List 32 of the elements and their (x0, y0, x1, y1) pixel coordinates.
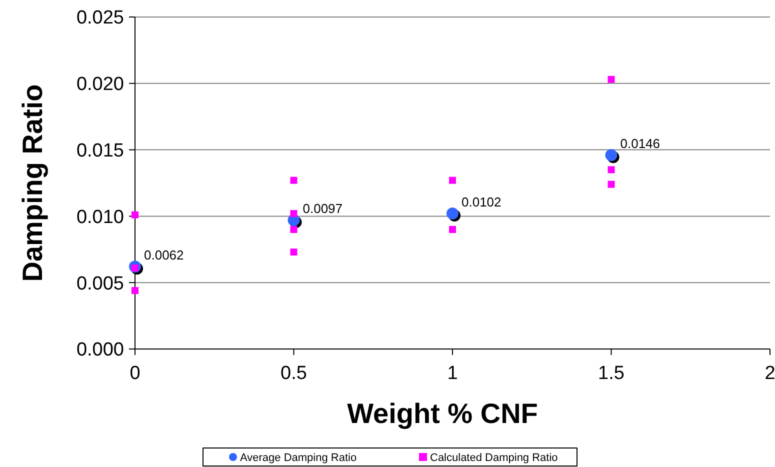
legend-label: Average Damping Ratio (240, 452, 357, 464)
point (290, 210, 298, 218)
data-label: 0.0062 (144, 248, 184, 263)
y-tick-label: 0.010 (76, 206, 124, 228)
y-tick-label: 0.005 (76, 273, 124, 294)
x-axis-title: Weight % CNF (347, 398, 538, 429)
y-tick-label: 0.020 (76, 74, 124, 96)
point (608, 166, 615, 174)
legend-label: Calculated Damping Ratio (430, 452, 558, 464)
point (449, 176, 456, 184)
point (449, 226, 456, 233)
y-tick-label: 0.000 (76, 340, 124, 361)
point (608, 180, 615, 188)
data-label: 0.0146 (620, 136, 660, 152)
y-tick-label: 0.025 (76, 8, 124, 29)
x-tick-label: 0 (130, 363, 140, 384)
point (446, 208, 458, 220)
point (608, 76, 615, 83)
x-tick-label: 0.5 (280, 363, 307, 384)
point (290, 226, 298, 233)
point (132, 287, 138, 294)
y-tick-label: 0.015 (76, 140, 124, 162)
point (132, 211, 138, 218)
x-tick-label: 2 (764, 363, 775, 384)
point (290, 176, 298, 184)
point (290, 248, 298, 256)
y-axis-title: Damping Ratio (17, 84, 48, 282)
x-tick-label: 1.5 (598, 363, 624, 384)
point (605, 149, 618, 162)
x-tick-label: 1 (447, 363, 458, 384)
data-label: 0.0097 (302, 201, 343, 216)
data-label: 0.0102 (462, 194, 502, 210)
